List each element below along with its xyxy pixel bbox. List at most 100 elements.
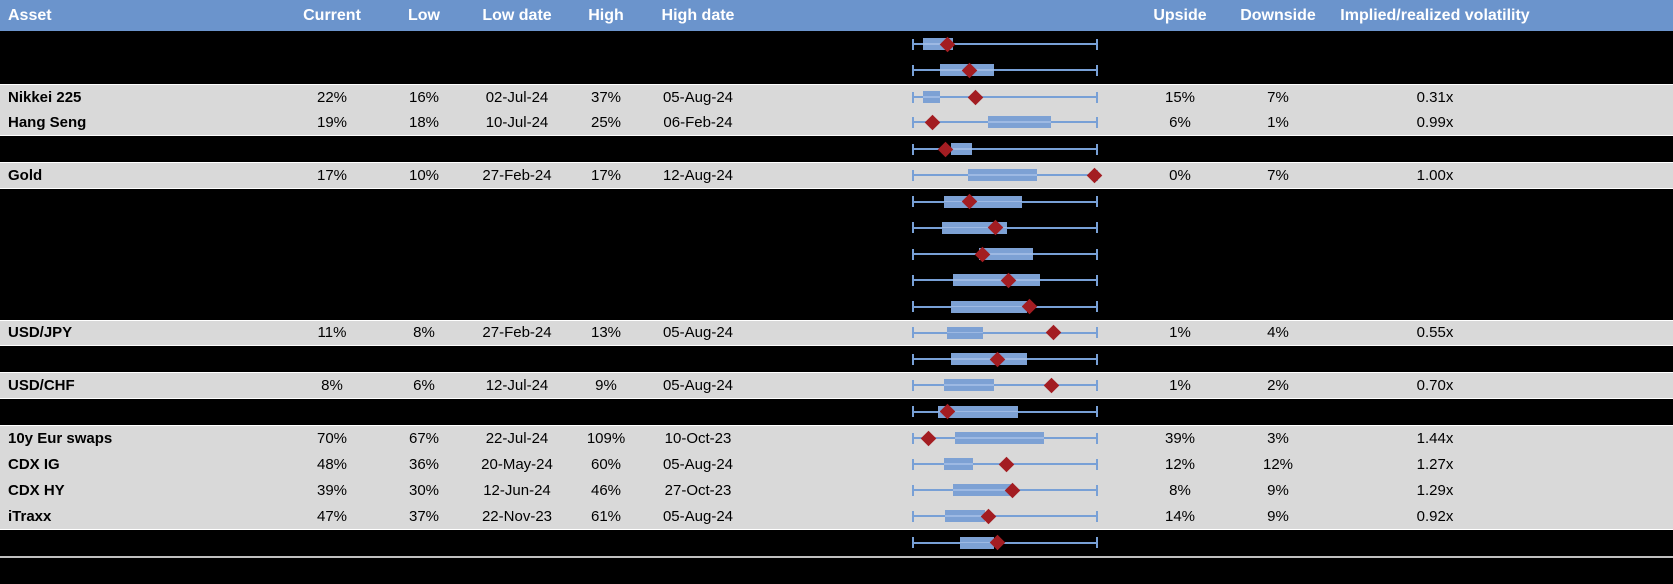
high-cell: 13% <box>590 324 622 342</box>
current-marker-diamond <box>999 456 1015 472</box>
upside-cell: 0% <box>1169 166 1191 184</box>
whisker-cap-right <box>1096 38 1098 50</box>
boxplot <box>912 451 1098 477</box>
upside-cell: 6% <box>1169 113 1191 131</box>
boxplot <box>912 136 1098 162</box>
whisker-cap-left <box>912 510 914 522</box>
high-date-cell: 05-Aug-24 <box>662 88 734 106</box>
asset-cell: 10y Eur swaps <box>8 429 113 447</box>
box-median-line <box>960 541 994 544</box>
asset-cell: CDX IG <box>8 455 60 473</box>
downside-cell: 7% <box>1267 166 1289 184</box>
ratio-cell: 0.31x <box>1416 88 1454 106</box>
whisker-cap-right <box>1096 406 1098 418</box>
boxplot <box>912 110 1098 135</box>
range-box <box>943 379 994 392</box>
whisker-line <box>912 96 1098 99</box>
current-cell: 11% <box>317 324 347 342</box>
range-box <box>978 248 1033 261</box>
whisker-cap-right <box>1096 458 1098 470</box>
high-date-cell: 10-Oct-23 <box>664 429 732 447</box>
high-cell: 17% <box>590 166 622 184</box>
range-box <box>954 432 1045 445</box>
low-cell: 36% <box>408 455 440 473</box>
range-box <box>938 405 1018 418</box>
boxplot <box>912 31 1098 57</box>
boxplot <box>912 530 1098 556</box>
whisker-cap-right <box>1096 143 1098 155</box>
whisker-line <box>912 43 1098 46</box>
hidden-row <box>0 529 1673 556</box>
range-box <box>943 195 1022 208</box>
table-row: Nikkei 225 22% 16% 02-Jul-24 37% 05-Aug-24 15%… <box>0 83 1673 110</box>
upside-cell: 1% <box>1169 324 1191 342</box>
downside-cell: 4% <box>1267 324 1289 342</box>
asset-cell: Gold <box>8 166 43 184</box>
boxplot <box>912 163 1103 187</box>
box-median-line <box>943 463 974 465</box>
box-median-line <box>947 331 983 334</box>
range-box <box>951 300 1028 313</box>
current-marker-diamond <box>924 114 941 131</box>
box-median-line <box>923 96 940 98</box>
whisker-cap-right <box>1096 91 1098 103</box>
whisker-cap-right <box>1096 353 1098 365</box>
boxplot <box>912 321 1098 345</box>
box-median-line <box>951 358 1028 360</box>
asset-cell: USD/JPY <box>8 324 73 342</box>
asset-cell: iTraxx <box>8 507 52 525</box>
boxplot <box>912 373 1098 397</box>
whisker-cap-left <box>912 458 914 470</box>
hidden-row <box>0 346 1673 373</box>
upside-cell: 15% <box>1164 88 1196 106</box>
box-median-line <box>967 174 1037 176</box>
high-date-cell: 27-Oct-23 <box>664 481 732 499</box>
whisker-line <box>912 515 1098 518</box>
whisker-cap-right <box>1096 116 1098 128</box>
range-box <box>923 91 940 104</box>
low-date-cell: 22-Jul-24 <box>485 429 549 447</box>
ratio-cell: 0.92x <box>1416 507 1454 525</box>
boxplot <box>912 294 1098 320</box>
whisker-cap-left <box>912 116 914 128</box>
downside-cell: 1% <box>1267 113 1289 131</box>
table-header-row: Asset Current Low Low date High High date Upsi… <box>0 0 1673 31</box>
whisker-cap-right <box>1096 248 1098 260</box>
boxplot <box>912 57 1098 83</box>
boxplot <box>912 426 1098 451</box>
current-cell: 48% <box>316 455 348 473</box>
column-header-current: Current <box>303 6 361 24</box>
whisker-cap-left <box>912 196 914 208</box>
high-cell: 37% <box>590 88 622 106</box>
box-median-line <box>951 148 972 150</box>
box-median-line <box>941 226 1007 229</box>
low-date-cell: 02-Jul-24 <box>485 88 549 106</box>
low-cell: 10% <box>408 166 440 184</box>
high-date-cell: 05-Aug-24 <box>662 376 734 394</box>
box-median-line <box>954 437 1045 439</box>
range-box <box>967 169 1037 182</box>
table-row: USD/CHF 8% 6% 12-Jul-24 9% 05-Aug-24 1% 2% 0.70x <box>0 372 1673 399</box>
ratio-cell: 0.55x <box>1416 324 1454 342</box>
downside-cell: 3% <box>1267 429 1289 447</box>
whisker-cap-right <box>1096 327 1098 339</box>
hidden-row <box>0 398 1673 425</box>
range-box <box>988 116 1052 129</box>
whisker-cap-left <box>912 222 914 234</box>
range-box <box>952 274 1041 287</box>
whisker-line <box>912 148 1098 151</box>
current-marker-diamond <box>1043 377 1060 394</box>
column-header-ratio: Implied/realized volatility <box>1340 6 1530 24</box>
hidden-row <box>0 214 1673 241</box>
whisker-cap-left <box>912 327 914 339</box>
downside-cell: 9% <box>1267 507 1289 525</box>
boxplot <box>912 504 1098 529</box>
current-marker-diamond <box>1086 167 1103 184</box>
downside-cell: 2% <box>1267 376 1289 394</box>
column-header-asset: Asset <box>8 6 52 24</box>
upside-cell: 12% <box>1164 455 1196 473</box>
table-body: Nikkei 225 22% 16% 02-Jul-24 37% 05-Aug-24 15%… <box>0 31 1673 556</box>
range-box <box>952 484 1011 497</box>
ratio-cell: 0.99x <box>1416 113 1454 131</box>
downside-cell: 12% <box>1262 455 1294 473</box>
